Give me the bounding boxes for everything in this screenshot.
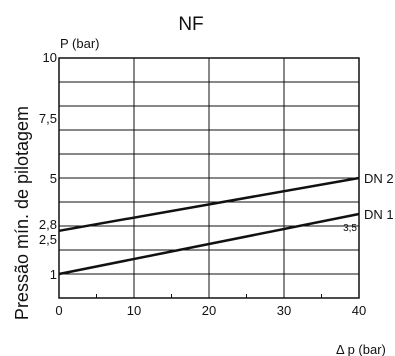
y-tick-label: 5 [50,171,57,186]
grid [59,58,359,298]
chart-title: NF [178,14,203,35]
y-axis-label: Pressão mín. de pilotagem [12,106,32,320]
plot-frame [58,57,360,299]
y-axis-unit: P (bar) [60,36,100,51]
series-label: DN 1 [364,207,394,222]
series: DN 2 DN 1 3,5 [58,171,394,276]
x-tick-label: 0 [55,303,62,318]
x-tick-label: 30 [277,303,291,318]
x-tick-label: 40 [352,303,366,318]
y-tick-label: 7,5 [39,111,57,126]
y-tick-label: 2,5 [39,232,57,247]
tick-labels: 0 10 20 30 40 1 2,52,8 5 7,5 10 [39,50,366,318]
y-tick-label: 10 [43,50,57,65]
series-line [58,176,360,233]
series-line [58,212,360,276]
y-tick-label: 2,8 [39,217,57,232]
series-label: DN 2 [364,171,394,186]
x-tick-label: 10 [127,303,141,318]
x-tick-label: 20 [202,303,216,318]
y-tick-label: 1 [50,267,57,282]
x-axis-label: Δ p (bar) [336,342,386,356]
annotation-label: 3,5 [343,223,357,234]
